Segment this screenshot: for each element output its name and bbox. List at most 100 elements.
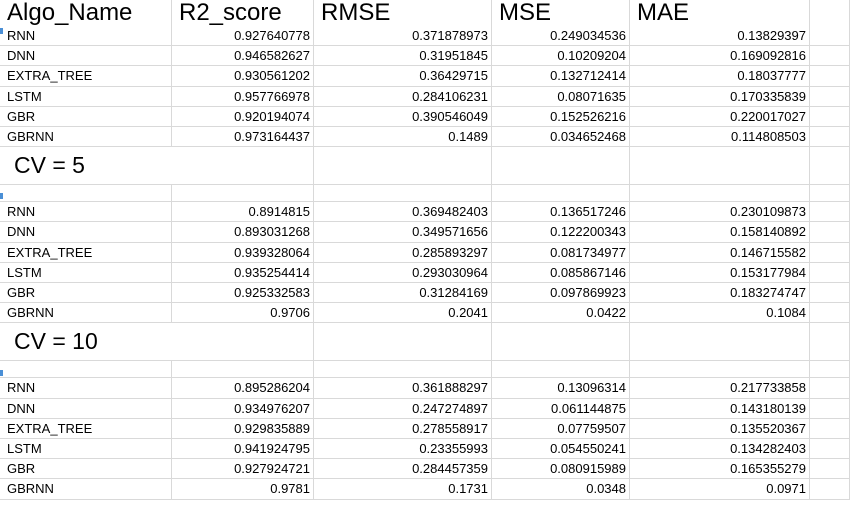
value-cell-mae[interactable]: 0.220017027 xyxy=(630,106,810,127)
value-cell-mse[interactable]: 0.07759507 xyxy=(492,418,630,439)
row-name-cell[interactable]: GBR xyxy=(0,283,172,304)
empty-cell[interactable] xyxy=(810,361,850,379)
empty-cell[interactable] xyxy=(492,185,630,203)
value-cell-rmse[interactable]: 0.371878973 xyxy=(314,26,492,47)
value-cell-rmse[interactable]: 0.369482403 xyxy=(314,202,492,223)
value-cell-mse[interactable]: 0.097869923 xyxy=(492,283,630,304)
value-cell-mae[interactable]: 0.230109873 xyxy=(630,202,810,223)
empty-cell[interactable] xyxy=(810,0,850,26)
value-cell-rmse[interactable]: 0.284106231 xyxy=(314,86,492,107)
value-cell-mae[interactable]: 0.135520367 xyxy=(630,418,810,439)
value-cell-mse[interactable]: 0.08071635 xyxy=(492,86,630,107)
value-cell-r2-score[interactable]: 0.946582627 xyxy=(172,46,314,67)
value-cell-rmse[interactable]: 0.2041 xyxy=(314,303,492,324)
row-name-cell[interactable]: LSTM xyxy=(0,262,172,283)
value-cell-rmse[interactable]: 0.390546049 xyxy=(314,106,492,127)
value-cell-rmse[interactable]: 0.349571656 xyxy=(314,222,492,243)
value-cell-mae[interactable]: 0.114808503 xyxy=(630,127,810,148)
empty-cell[interactable] xyxy=(0,185,172,203)
value-cell-rmse[interactable]: 0.31284169 xyxy=(314,283,492,304)
value-cell-mse[interactable]: 0.085867146 xyxy=(492,262,630,283)
row-name-cell[interactable]: DNN xyxy=(0,46,172,67)
value-cell-r2-score[interactable]: 0.934976207 xyxy=(172,398,314,419)
value-cell-mse[interactable]: 0.132712414 xyxy=(492,66,630,87)
value-cell-r2-score[interactable]: 0.927924721 xyxy=(172,459,314,480)
empty-cell[interactable] xyxy=(810,185,850,203)
row-name-cell[interactable]: GBRNN xyxy=(0,479,172,500)
empty-cell[interactable] xyxy=(630,323,810,362)
empty-cell[interactable] xyxy=(810,202,850,223)
value-cell-mse[interactable]: 0.10209204 xyxy=(492,46,630,67)
header-cell-mae[interactable]: MAE xyxy=(630,0,810,26)
empty-cell[interactable] xyxy=(630,361,810,379)
empty-cell[interactable] xyxy=(314,147,492,186)
value-cell-mse[interactable]: 0.054550241 xyxy=(492,439,630,460)
value-cell-mae[interactable]: 0.146715582 xyxy=(630,242,810,263)
value-cell-mae[interactable]: 0.143180139 xyxy=(630,398,810,419)
empty-cell[interactable] xyxy=(172,361,314,379)
value-cell-r2-score[interactable]: 0.929835889 xyxy=(172,418,314,439)
header-cell-algo-name[interactable]: Algo_Name xyxy=(0,0,172,26)
value-cell-r2-score[interactable]: 0.895286204 xyxy=(172,378,314,399)
value-cell-rmse[interactable]: 0.23355993 xyxy=(314,439,492,460)
empty-cell[interactable] xyxy=(492,147,630,186)
empty-cell[interactable] xyxy=(810,86,850,107)
empty-cell[interactable] xyxy=(810,323,850,362)
empty-cell[interactable] xyxy=(172,323,314,362)
empty-cell[interactable] xyxy=(172,185,314,203)
header-cell-rmse[interactable]: RMSE xyxy=(314,0,492,26)
value-cell-mae[interactable]: 0.217733858 xyxy=(630,378,810,399)
row-name-cell[interactable]: GBR xyxy=(0,106,172,127)
empty-cell[interactable] xyxy=(314,361,492,379)
row-name-cell[interactable]: EXTRA_TREE xyxy=(0,66,172,87)
value-cell-mse[interactable]: 0.249034536 xyxy=(492,26,630,47)
value-cell-mse[interactable]: 0.081734977 xyxy=(492,242,630,263)
value-cell-mae[interactable]: 0.158140892 xyxy=(630,222,810,243)
value-cell-mae[interactable]: 0.134282403 xyxy=(630,439,810,460)
row-name-cell[interactable]: GBRNN xyxy=(0,127,172,148)
empty-cell[interactable] xyxy=(810,106,850,127)
empty-cell[interactable] xyxy=(810,303,850,324)
value-cell-r2-score[interactable]: 0.9706 xyxy=(172,303,314,324)
value-cell-mse[interactable]: 0.034652468 xyxy=(492,127,630,148)
empty-cell[interactable] xyxy=(810,378,850,399)
value-cell-mse[interactable]: 0.0422 xyxy=(492,303,630,324)
empty-cell[interactable] xyxy=(810,66,850,87)
value-cell-mse[interactable]: 0.152526216 xyxy=(492,106,630,127)
value-cell-rmse[interactable]: 0.284457359 xyxy=(314,459,492,480)
value-cell-mse[interactable]: 0.0348 xyxy=(492,479,630,500)
value-cell-rmse[interactable]: 0.36429715 xyxy=(314,66,492,87)
value-cell-mae[interactable]: 0.165355279 xyxy=(630,459,810,480)
empty-cell[interactable] xyxy=(810,439,850,460)
value-cell-rmse[interactable]: 0.285893297 xyxy=(314,242,492,263)
value-cell-mae[interactable]: 0.153177984 xyxy=(630,262,810,283)
row-name-cell[interactable]: RNN xyxy=(0,26,172,47)
value-cell-r2-score[interactable]: 0.9781 xyxy=(172,479,314,500)
empty-cell[interactable] xyxy=(492,323,630,362)
empty-cell[interactable] xyxy=(314,185,492,203)
empty-cell[interactable] xyxy=(810,262,850,283)
empty-cell[interactable] xyxy=(810,418,850,439)
empty-cell[interactable] xyxy=(810,222,850,243)
empty-cell[interactable] xyxy=(0,361,172,379)
empty-cell[interactable] xyxy=(810,459,850,480)
value-cell-r2-score[interactable]: 0.893031268 xyxy=(172,222,314,243)
empty-cell[interactable] xyxy=(810,127,850,148)
row-name-cell[interactable]: DNN xyxy=(0,222,172,243)
empty-cell[interactable] xyxy=(810,479,850,500)
value-cell-mse[interactable]: 0.080915989 xyxy=(492,459,630,480)
row-name-cell[interactable]: LSTM xyxy=(0,439,172,460)
empty-cell[interactable] xyxy=(810,283,850,304)
value-cell-r2-score[interactable]: 0.8914815 xyxy=(172,202,314,223)
value-cell-mae[interactable]: 0.170335839 xyxy=(630,86,810,107)
empty-cell[interactable] xyxy=(172,147,314,186)
section-label[interactable]: CV = 5 xyxy=(0,147,172,186)
value-cell-r2-score[interactable]: 0.935254414 xyxy=(172,262,314,283)
empty-cell[interactable] xyxy=(810,46,850,67)
value-cell-r2-score[interactable]: 0.920194074 xyxy=(172,106,314,127)
value-cell-r2-score[interactable]: 0.927640778 xyxy=(172,26,314,47)
value-cell-mae[interactable]: 0.169092816 xyxy=(630,46,810,67)
value-cell-rmse[interactable]: 0.361888297 xyxy=(314,378,492,399)
value-cell-rmse[interactable]: 0.278558917 xyxy=(314,418,492,439)
value-cell-rmse[interactable]: 0.31951845 xyxy=(314,46,492,67)
